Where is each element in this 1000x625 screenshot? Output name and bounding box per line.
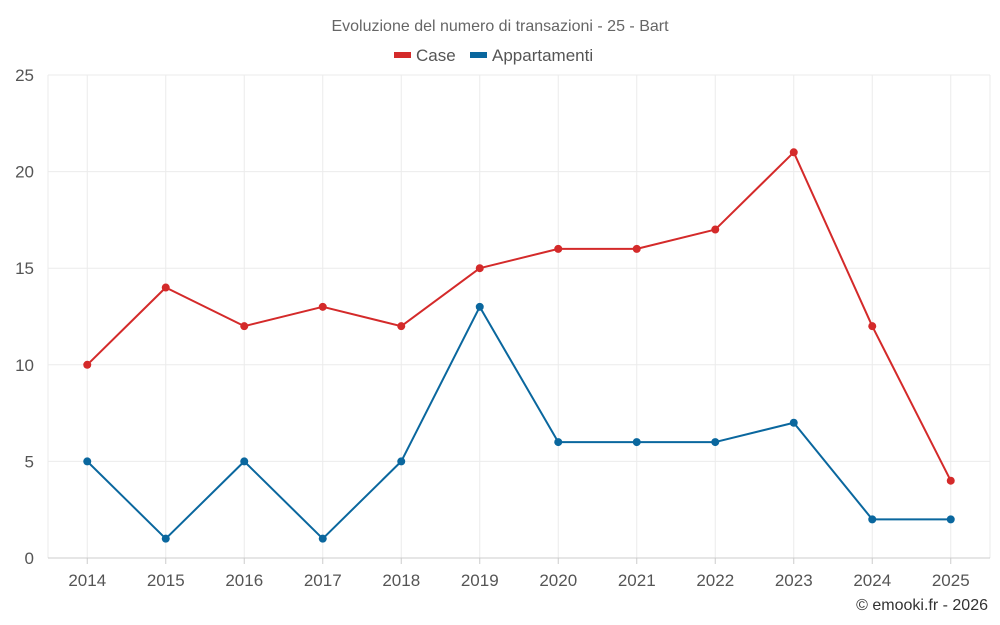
credit-text: © emooki.fr - 2026 — [856, 597, 988, 614]
data-point-appartamenti[interactable] — [554, 438, 563, 447]
data-point-appartamenti[interactable] — [868, 515, 877, 524]
series-line-case — [86, 151, 952, 482]
data-point-appartamenti[interactable] — [711, 438, 720, 447]
y-tick-label: 10 — [15, 356, 34, 375]
x-tick-label: 2015 — [147, 571, 185, 590]
data-point-case[interactable] — [318, 302, 327, 311]
data-point-appartamenti[interactable] — [240, 457, 249, 466]
data-point-appartamenti[interactable] — [789, 418, 798, 427]
data-point-case[interactable] — [789, 148, 798, 157]
data-point-case[interactable] — [240, 322, 249, 331]
y-tick-label: 0 — [25, 549, 34, 568]
data-point-case[interactable] — [868, 322, 877, 331]
data-point-appartamenti[interactable] — [318, 534, 327, 543]
grid — [47, 74, 991, 559]
x-tick-label: 2020 — [539, 571, 577, 590]
data-point-appartamenti[interactable] — [632, 438, 641, 447]
data-point-appartamenti[interactable] — [397, 457, 406, 466]
data-point-case[interactable] — [711, 225, 720, 234]
y-tick-label: 15 — [15, 259, 34, 278]
x-tick-label: 2016 — [225, 571, 263, 590]
data-point-case[interactable] — [161, 283, 170, 292]
legend-label-case: Case — [416, 46, 456, 65]
x-tick-label: 2019 — [461, 571, 499, 590]
data-point-case[interactable] — [475, 264, 484, 273]
y-tick-label: 20 — [15, 163, 34, 182]
x-tick-label: 2018 — [382, 571, 420, 590]
x-tick-label: 2021 — [618, 571, 656, 590]
data-point-case[interactable] — [397, 322, 406, 331]
data-point-appartamenti[interactable] — [83, 457, 92, 466]
data-point-case[interactable] — [83, 360, 92, 369]
data-point-appartamenti[interactable] — [946, 515, 955, 524]
legend-swatch-appartamenti — [470, 52, 487, 58]
x-tick-label: 2025 — [932, 571, 970, 590]
legend-label-appartamenti: Appartamenti — [492, 46, 593, 65]
data-point-appartamenti[interactable] — [161, 534, 170, 543]
y-axis-ticks: 0 5 10 15 20 25 — [15, 66, 34, 568]
legend: Case Appartamenti — [394, 46, 593, 65]
x-axis-ticks: 2014 2015 2016 2017 2018 2019 2020 2021 2022 2023… — [68, 558, 970, 590]
legend-item-case[interactable]: Case — [394, 46, 456, 65]
x-tick-label: 2022 — [696, 571, 734, 590]
data-point-case[interactable] — [946, 476, 955, 485]
legend-item-appartamenti[interactable]: Appartamenti — [470, 46, 593, 65]
series-layer — [83, 148, 955, 543]
chart-title: Evoluzione del numero di transazioni - 2… — [331, 18, 669, 35]
data-point-case[interactable] — [554, 244, 563, 253]
data-point-case[interactable] — [632, 244, 641, 253]
x-tick-label: 2014 — [68, 571, 106, 590]
x-tick-label: 2023 — [775, 571, 813, 590]
y-tick-label: 25 — [15, 66, 34, 85]
x-tick-label: 2017 — [304, 571, 342, 590]
data-point-appartamenti[interactable] — [475, 302, 484, 311]
series-case — [83, 148, 955, 485]
legend-swatch-case — [394, 52, 411, 58]
y-tick-label: 5 — [25, 452, 34, 471]
series-appartamenti — [83, 302, 955, 543]
series-line-appartamenti — [86, 305, 951, 540]
x-tick-label: 2024 — [853, 571, 891, 590]
